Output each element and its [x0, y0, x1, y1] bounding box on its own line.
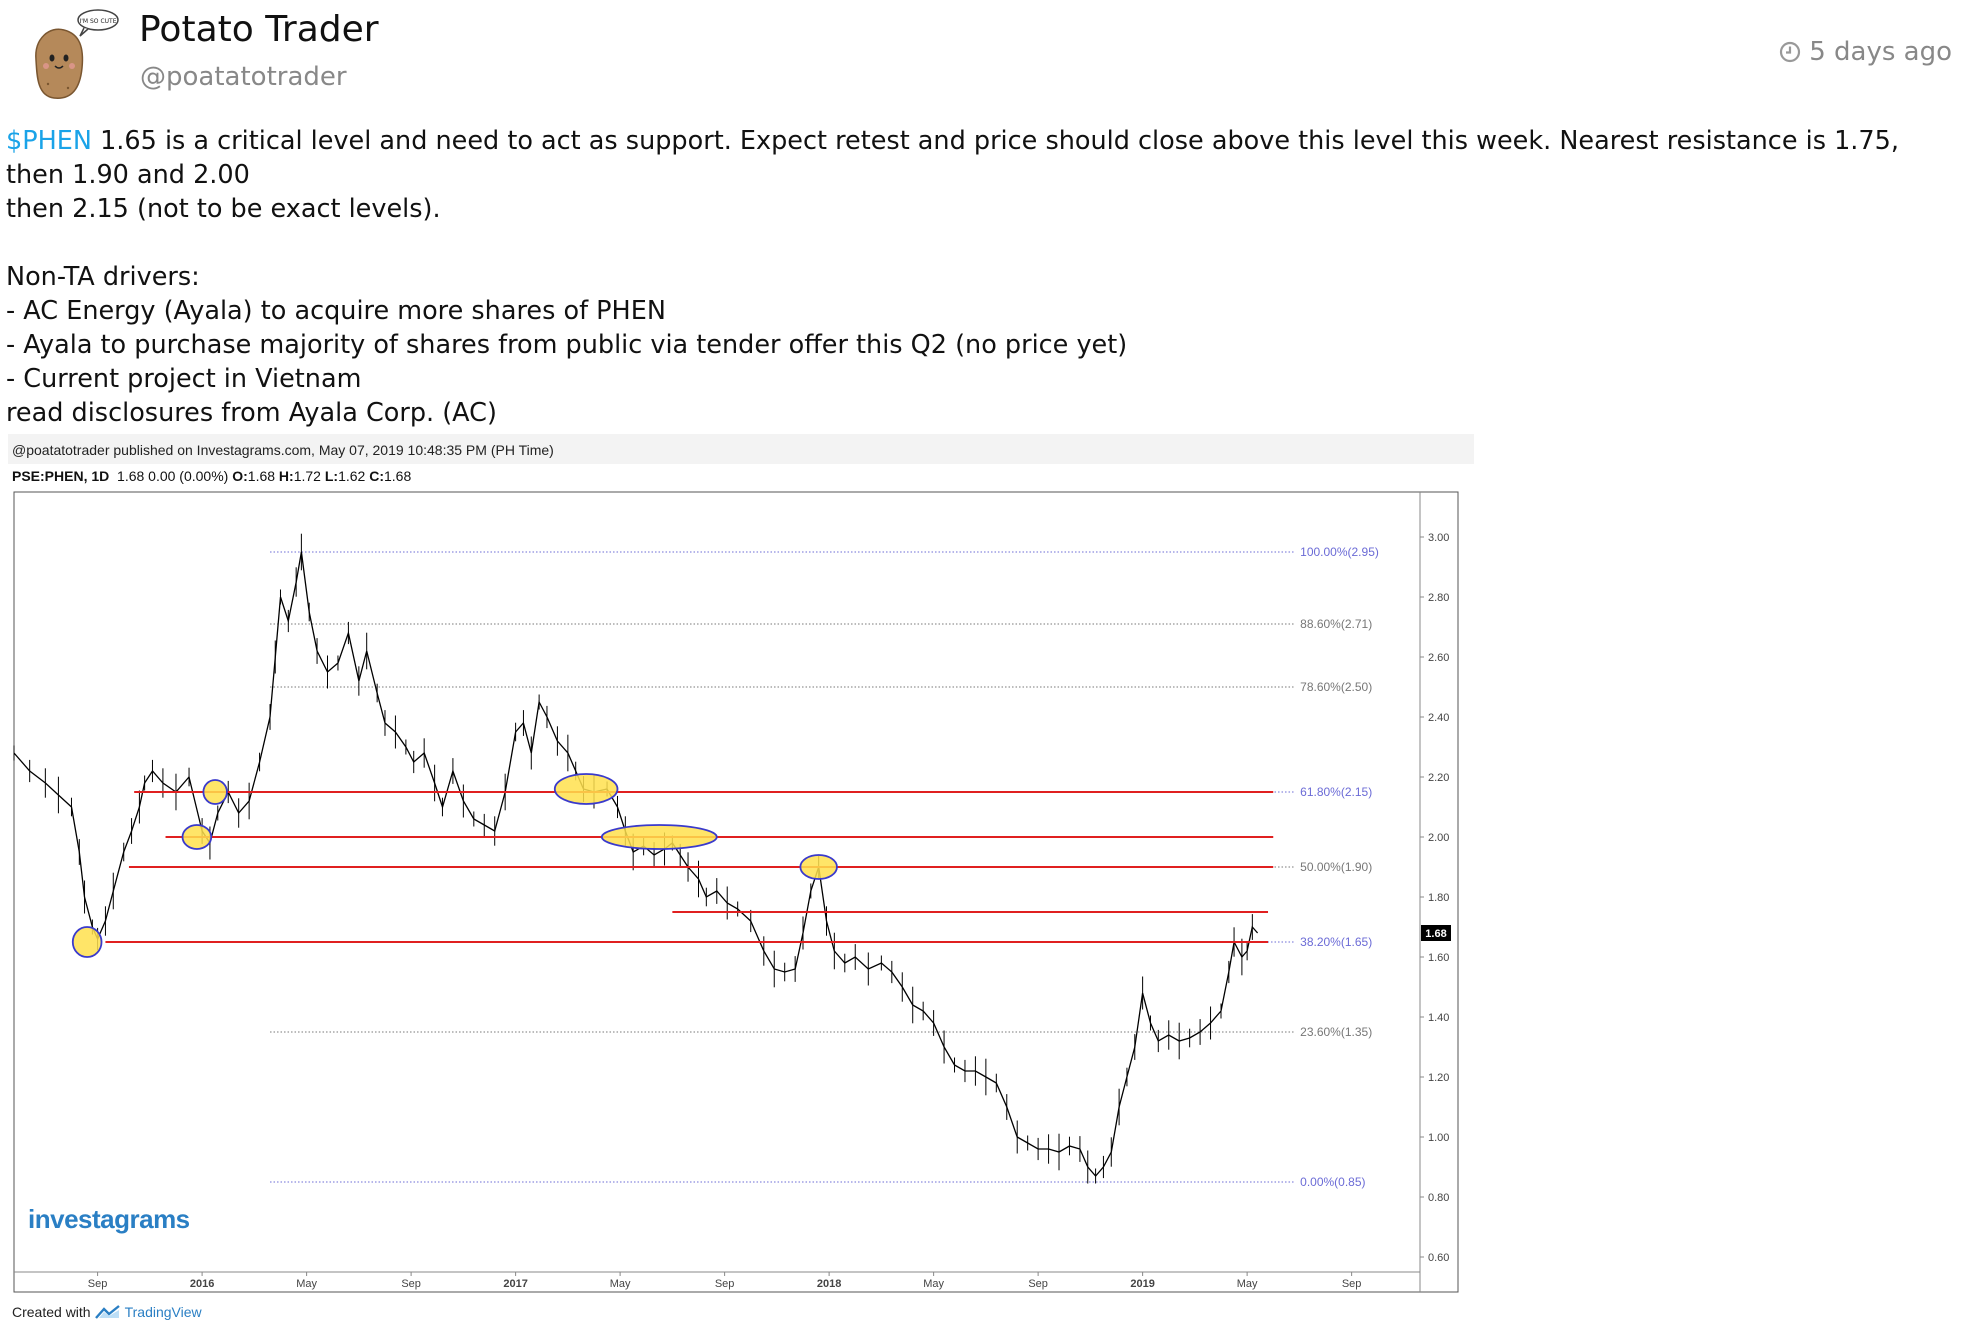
- highlight-ellipse: [799, 854, 838, 880]
- quote-text: 1.68 0.00 (0.00%): [117, 468, 229, 484]
- high-value: 1.72: [293, 468, 321, 484]
- y-tick-label: 0.60: [1428, 1252, 1449, 1264]
- x-tick-label: 2019: [1130, 1278, 1154, 1290]
- open-value: 1.68: [247, 468, 276, 484]
- post-timestamp[interactable]: 5 days ago: [1779, 37, 1952, 67]
- tradingview-icon: [94, 1305, 120, 1319]
- driver-item: - AC Energy (Ayala) to acquire more shar…: [6, 296, 666, 326]
- x-tick-label: May: [296, 1278, 317, 1290]
- drivers-heading: Non-TA drivers:: [6, 262, 200, 292]
- post-body: $PHEN 1.65 is a critical level and need …: [6, 124, 1956, 430]
- ticker-link[interactable]: $PHEN: [6, 126, 92, 156]
- last-price-tag: [1421, 925, 1451, 941]
- symbol-text: PSE:PHEN, 1D: [12, 468, 110, 484]
- y-tick-label: 3.00: [1428, 532, 1449, 544]
- x-tick-label: Sep: [715, 1278, 735, 1290]
- fib-level-label: 88.60%(2.71): [1300, 617, 1372, 631]
- y-tick-label: 1.20: [1428, 1072, 1449, 1084]
- y-tick-label: 1.00: [1428, 1132, 1449, 1144]
- x-tick-label: Sep: [88, 1278, 108, 1290]
- clock-icon: [1780, 41, 1801, 63]
- published-text: @poatatotrader published on Investagrams…: [12, 442, 554, 458]
- created-with: Created with TradingView: [12, 1304, 202, 1320]
- published-bar: @poatatotrader published on Investagrams…: [8, 434, 1474, 464]
- x-tick-label: Sep: [401, 1278, 421, 1290]
- fib-level-label: 50.00%(1.90): [1300, 860, 1372, 874]
- last-price-label: 1.68: [1425, 928, 1446, 940]
- y-tick-label: 2.20: [1428, 772, 1449, 784]
- x-tick-label: 2018: [817, 1278, 841, 1290]
- y-tick-label: 1.40: [1428, 1012, 1449, 1024]
- post-footer-line: read disclosures from Ayala Corp. (AC): [6, 398, 497, 428]
- potato-avatar-icon: I'M SO CUTE: [35, 9, 119, 99]
- x-tick-label: 2016: [190, 1278, 214, 1290]
- post-line-2: then 2.15 (not to be exact levels).: [6, 194, 441, 224]
- symbol-line: PSE:PHEN, 1D 1.68 0.00 (0.00%) O:1.68 H:…: [12, 468, 412, 484]
- created-with-text: Created with: [12, 1304, 91, 1320]
- investagrams-logo: investagrams: [28, 1204, 190, 1234]
- highlight-ellipse: [181, 824, 213, 850]
- x-tick-label: Sep: [1028, 1278, 1048, 1290]
- highlight-ellipse: [202, 779, 228, 805]
- author-handle[interactable]: @poatatotrader: [140, 62, 347, 92]
- fib-level-label: 78.60%(2.50): [1300, 680, 1372, 694]
- chart-image[interactable]: @poatatotrader published on Investagrams…: [8, 434, 1474, 1334]
- post-line-1-text: 1.65 is a critical level and need to act…: [6, 126, 1899, 190]
- x-tick-label: 2017: [503, 1278, 527, 1290]
- y-tick-label: 1.80: [1428, 892, 1449, 904]
- fib-level-label: 23.60%(1.35): [1300, 1025, 1372, 1039]
- x-tick-label: May: [610, 1278, 631, 1290]
- x-tick-label: May: [1237, 1278, 1258, 1290]
- driver-item: - Ayala to purchase majority of shares f…: [6, 330, 1128, 360]
- fib-level-label: 61.80%(2.15): [1300, 785, 1372, 799]
- y-tick-label: 0.80: [1428, 1192, 1449, 1204]
- x-tick-label: May: [923, 1278, 944, 1290]
- y-tick-label: 2.00: [1428, 832, 1449, 844]
- y-tick-label: 2.40: [1428, 712, 1449, 724]
- x-tick-label: Sep: [1342, 1278, 1362, 1290]
- post-line-1: $PHEN 1.65 is a critical level and need …: [6, 124, 1956, 192]
- fib-level-label: 0.00%(0.85): [1300, 1175, 1365, 1189]
- price-chart: 3.00 2.80 2.60 2.40 2.20 2.00 1.80 1.60 1.40 1.20…: [13, 491, 1459, 1293]
- highlight-ellipse: [553, 773, 619, 805]
- fib-level-label: 38.20%(1.65): [1300, 935, 1372, 949]
- close-value: 1.68: [383, 468, 412, 484]
- timestamp-text: 5 days ago: [1809, 37, 1952, 67]
- y-tick-label: 2.60: [1428, 652, 1449, 664]
- tradingview-link[interactable]: TradingView: [124, 1304, 202, 1320]
- highlight-ellipse: [71, 926, 103, 958]
- low-value: 1.62: [338, 468, 366, 484]
- y-tick-label: 1.60: [1428, 952, 1449, 964]
- author-avatar[interactable]: I'M SO CUTE: [24, 8, 120, 104]
- highlight-ellipse: [600, 824, 718, 850]
- fib-level-label: 100.00%(2.95): [1300, 545, 1379, 559]
- y-tick-label: 2.80: [1428, 592, 1449, 604]
- driver-item: - Current project in Vietnam: [6, 364, 362, 394]
- author-name[interactable]: Potato Trader: [139, 9, 379, 50]
- avatar-bubble-text: I'M SO CUTE: [80, 18, 117, 25]
- chart-frame: [13, 491, 1459, 1293]
